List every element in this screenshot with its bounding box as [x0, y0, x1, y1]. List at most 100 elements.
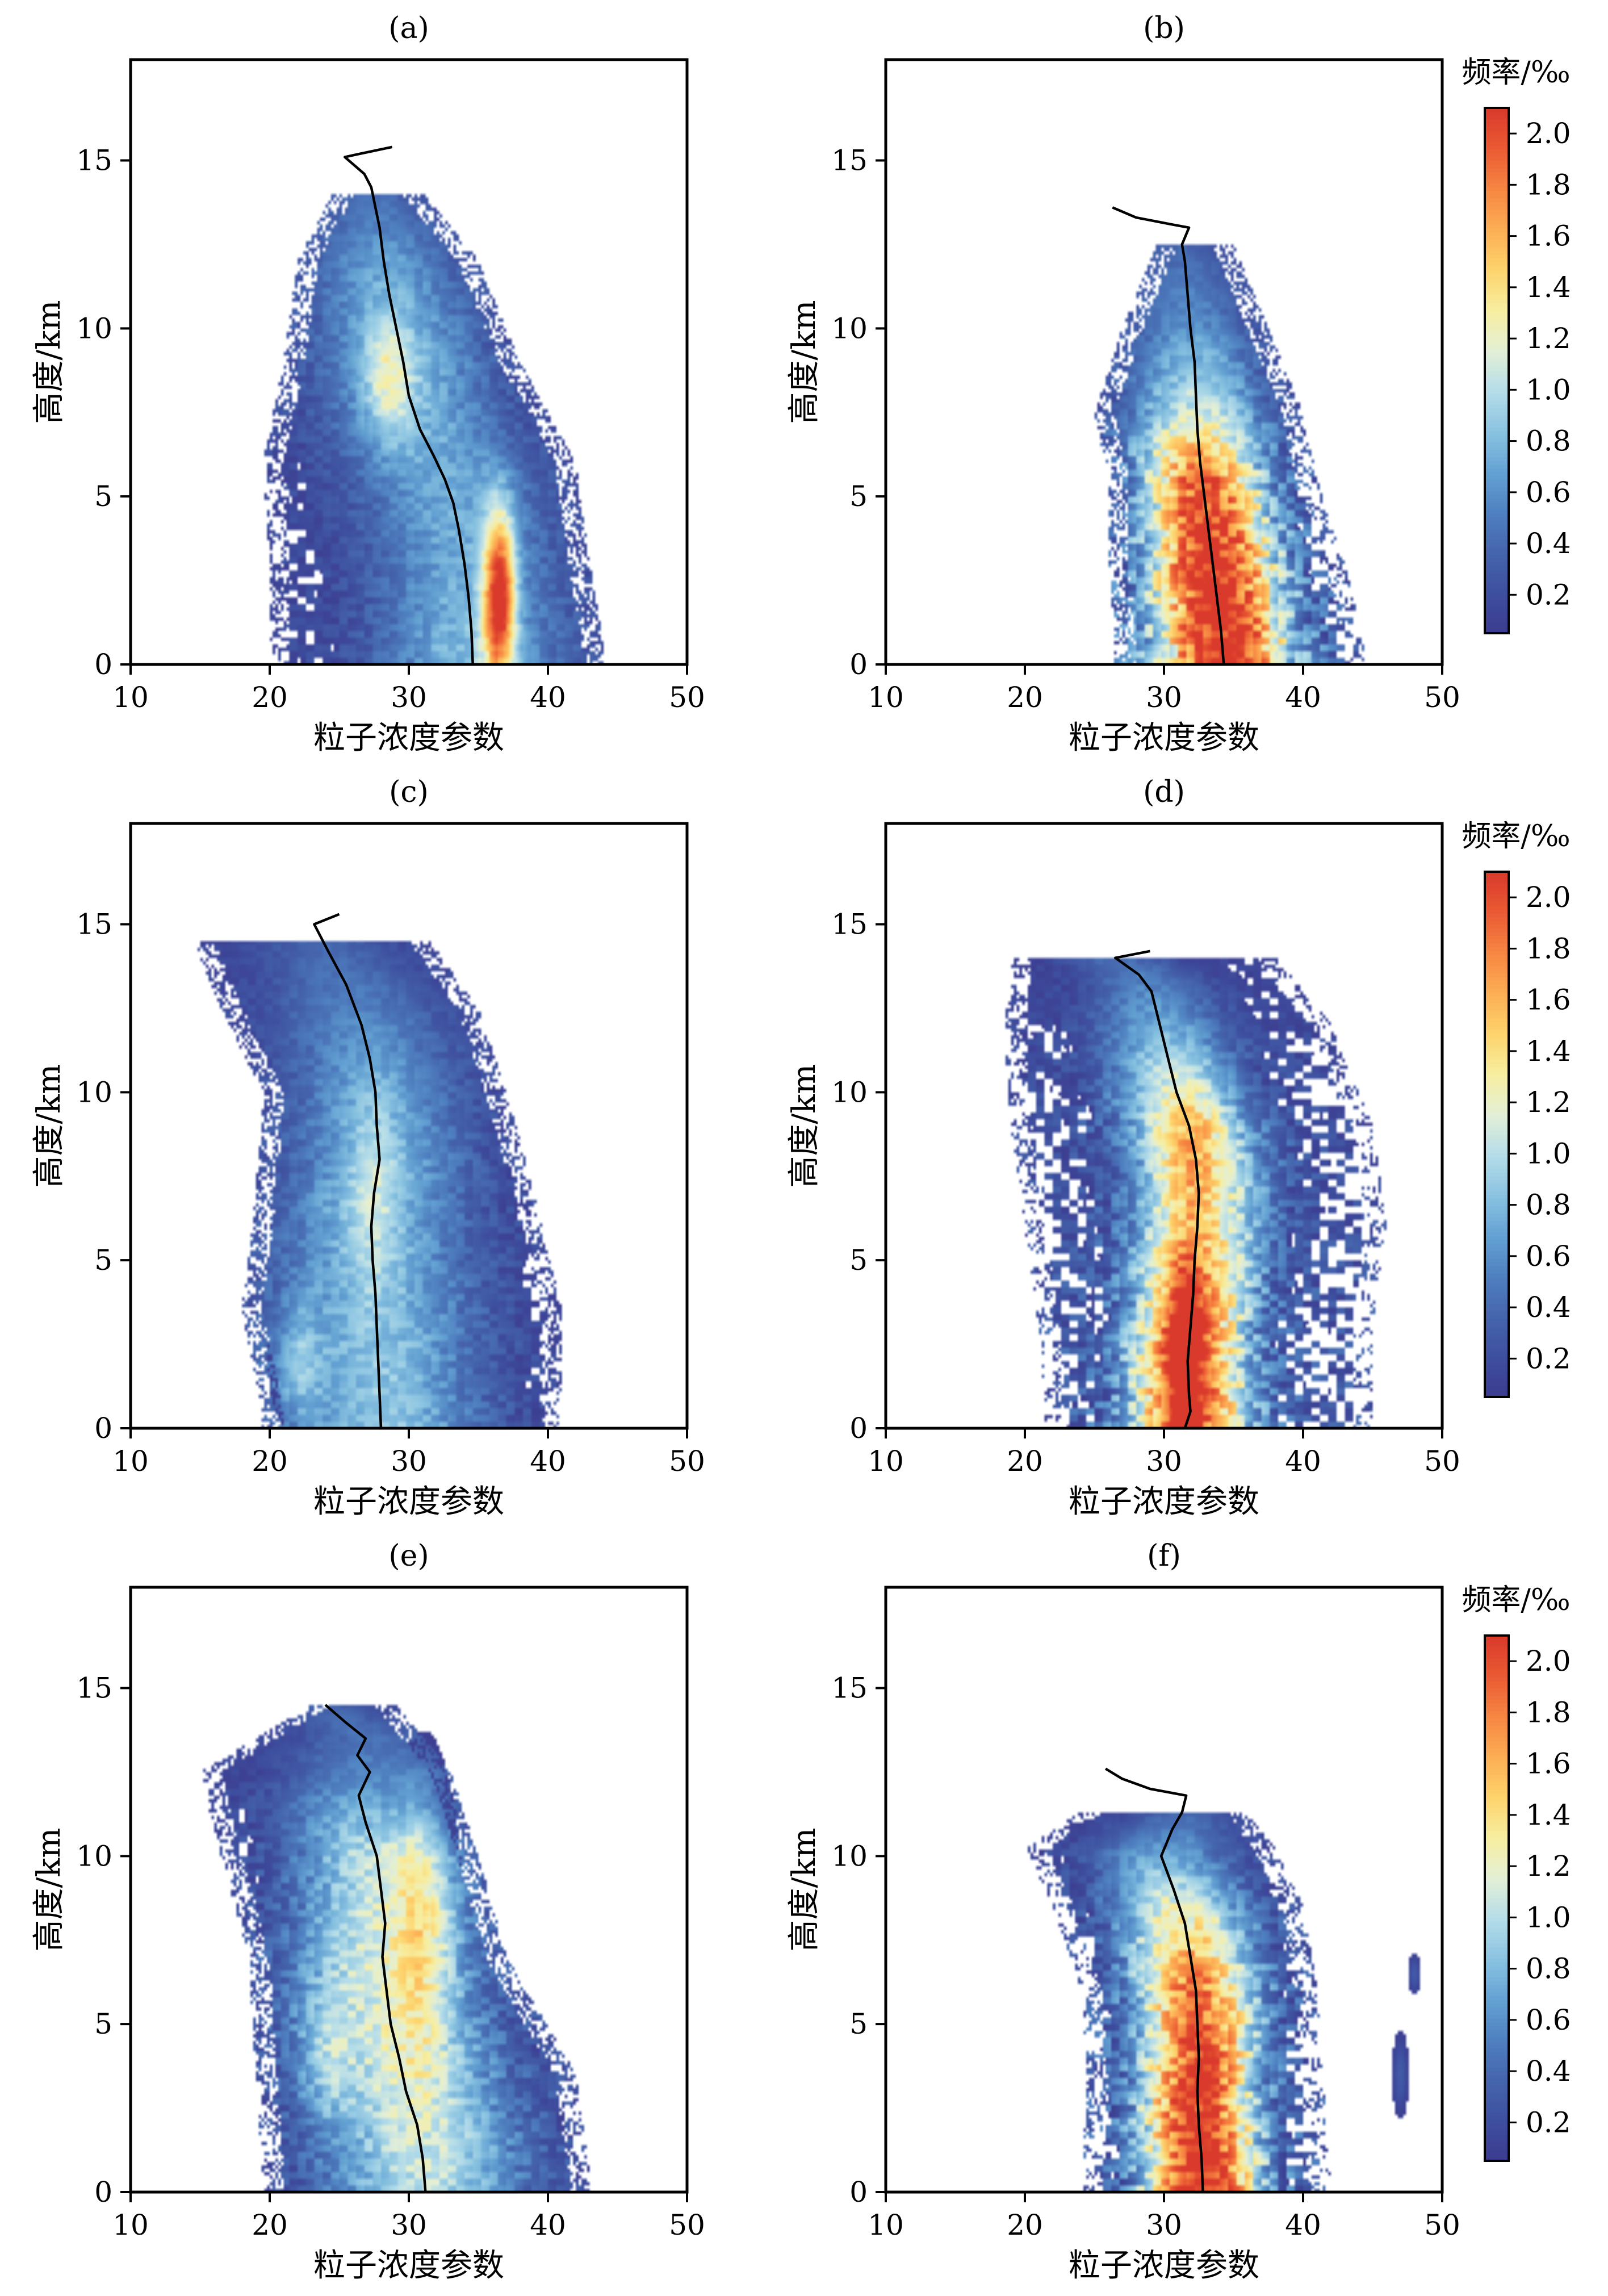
- colorbar-segment: [1485, 258, 1509, 262]
- colorbar-segment: [1485, 1127, 1509, 1131]
- colorbar-tick-label: 1.0: [1526, 373, 1571, 406]
- x-tick-label: 10: [868, 681, 904, 714]
- colorbar-segment: [1485, 1052, 1509, 1056]
- colorbar-segment: [1485, 1239, 1509, 1244]
- colorbar-segment: [1485, 1321, 1509, 1327]
- colorbar-segment: [1485, 1307, 1509, 1311]
- colorbar-tick-label: 0.4: [1526, 2055, 1571, 2088]
- colorbar-segment: [1485, 2026, 1509, 2030]
- colorbar-segment: [1485, 1980, 1509, 1985]
- y-tick-label: 5: [94, 2008, 112, 2040]
- colorbar-segment: [1485, 1999, 1509, 2004]
- colorbar-segment: [1485, 2146, 1509, 2150]
- colorbar-segment: [1485, 1846, 1509, 1850]
- colorbar-segment: [1485, 277, 1509, 281]
- colorbar-segment: [1485, 194, 1509, 199]
- colorbar-segment: [1485, 629, 1509, 634]
- colorbar-segment: [1485, 622, 1509, 626]
- colorbar-segment: [1485, 1729, 1509, 1734]
- colorbar-segment: [1485, 920, 1509, 925]
- colorbar-segment: [1485, 423, 1509, 428]
- colorbar-segment: [1485, 1725, 1509, 1730]
- colorbar-tick-label: 1.4: [1526, 271, 1571, 304]
- colorbar-segment: [1485, 947, 1509, 951]
- x-tick-label: 30: [391, 2209, 427, 2241]
- colorbar-segment: [1485, 186, 1509, 191]
- colorbar-segment: [1485, 1292, 1509, 1297]
- colorbar-segment: [1485, 1711, 1509, 1715]
- colorbar-segment: [1485, 269, 1509, 274]
- colorbar-segment: [1485, 528, 1509, 533]
- colorbar-segment: [1485, 1044, 1509, 1049]
- colorbar-segment: [1485, 1853, 1509, 1858]
- colorbar-segment: [1485, 1085, 1509, 1090]
- colorbar-segment: [1485, 898, 1509, 902]
- colorbar-segment: [1485, 1337, 1509, 1341]
- x-tick-label: 50: [1424, 681, 1460, 714]
- colorbar-segment: [1485, 483, 1509, 488]
- colorbar-segment: [1485, 558, 1509, 563]
- colorbar-segment: [1485, 1190, 1509, 1195]
- colorbar-segment: [1485, 935, 1509, 940]
- colorbar-segment: [1485, 1676, 1509, 1682]
- colorbar-segment: [1485, 1288, 1509, 1293]
- colorbar-segment: [1485, 134, 1509, 139]
- colorbar-segment: [1485, 1311, 1509, 1315]
- colorbar-segment: [1485, 1996, 1509, 2000]
- colorbar-segment: [1485, 1962, 1509, 1967]
- colorbar-segment: [1485, 1707, 1509, 1711]
- colorbar-segment: [1485, 1160, 1509, 1165]
- colorbar-segment: [1485, 127, 1509, 131]
- colorbar-segment: [1485, 1119, 1509, 1124]
- colorbar-segment: [1485, 1138, 1509, 1143]
- colorbar-segment: [1485, 1389, 1509, 1394]
- colorbar-segment: [1485, 1965, 1509, 1970]
- colorbar-segment: [1485, 393, 1509, 398]
- y-tick-label: 0: [849, 2176, 868, 2209]
- panel-b: 10 20 30 40 50 0 5 10 15 (b) 粒子浓度参数 高度/km: [786, 11, 1460, 756]
- colorbar-segment: [1485, 1935, 1509, 1940]
- colorbar-tick-label: 1.8: [1526, 168, 1571, 201]
- colorbar-segment: [1485, 1299, 1509, 1304]
- colorbar-segment: [1485, 1838, 1509, 1843]
- colorbar-segment: [1485, 890, 1509, 895]
- colorbar-segment: [1485, 543, 1509, 547]
- colorbar-tick-label: 0.2: [1526, 1342, 1571, 1375]
- colorbar-segment: [1485, 2097, 1509, 2102]
- colorbar-segment: [1485, 168, 1509, 173]
- colorbar-segment: [1485, 2010, 1509, 2015]
- colorbar-segment: [1485, 1703, 1509, 1708]
- colorbar-segment: [1485, 1939, 1509, 1944]
- colorbar-segment: [1485, 1010, 1509, 1015]
- x-axis-label: 粒子浓度参数: [1069, 1483, 1259, 1520]
- colorbar-segment: [1485, 539, 1509, 544]
- colorbar-segment: [1485, 220, 1509, 225]
- y-tick-label: 15: [831, 144, 868, 177]
- colorbar-segment: [1485, 1172, 1509, 1176]
- y-tick-label: 10: [76, 312, 112, 345]
- colorbar-segment: [1485, 576, 1509, 582]
- colorbar-segment: [1485, 2153, 1509, 2158]
- colorbar-frame: [1484, 107, 1510, 634]
- colorbar-segment: [1485, 883, 1509, 888]
- colorbar-segment: [1485, 224, 1509, 229]
- colorbar-segment: [1485, 928, 1509, 932]
- y-axis-label: 高度/km: [31, 1064, 68, 1188]
- colorbar-segment: [1485, 419, 1509, 424]
- y-tick-label: 10: [831, 1839, 868, 1872]
- y-tick-label: 15: [76, 908, 112, 941]
- colorbar-segment: [1485, 2003, 1509, 2008]
- x-tick-label: 30: [1146, 2209, 1182, 2241]
- colorbar-segment: [1485, 1235, 1509, 1240]
- colorbar-segment: [1485, 2018, 1509, 2023]
- colorbar-segment: [1485, 1969, 1509, 1974]
- colorbar-segment: [1485, 901, 1509, 906]
- colorbar-segment: [1485, 1646, 1509, 1651]
- y-tick-label: 0: [849, 648, 868, 681]
- colorbar-segment: [1485, 198, 1509, 202]
- colorbar-segment: [1485, 344, 1509, 349]
- colorbar-segment: [1485, 1254, 1509, 1259]
- y-tick-label: 10: [831, 312, 868, 345]
- colorbar-segment: [1485, 2071, 1509, 2075]
- x-tick-label: 50: [669, 681, 705, 714]
